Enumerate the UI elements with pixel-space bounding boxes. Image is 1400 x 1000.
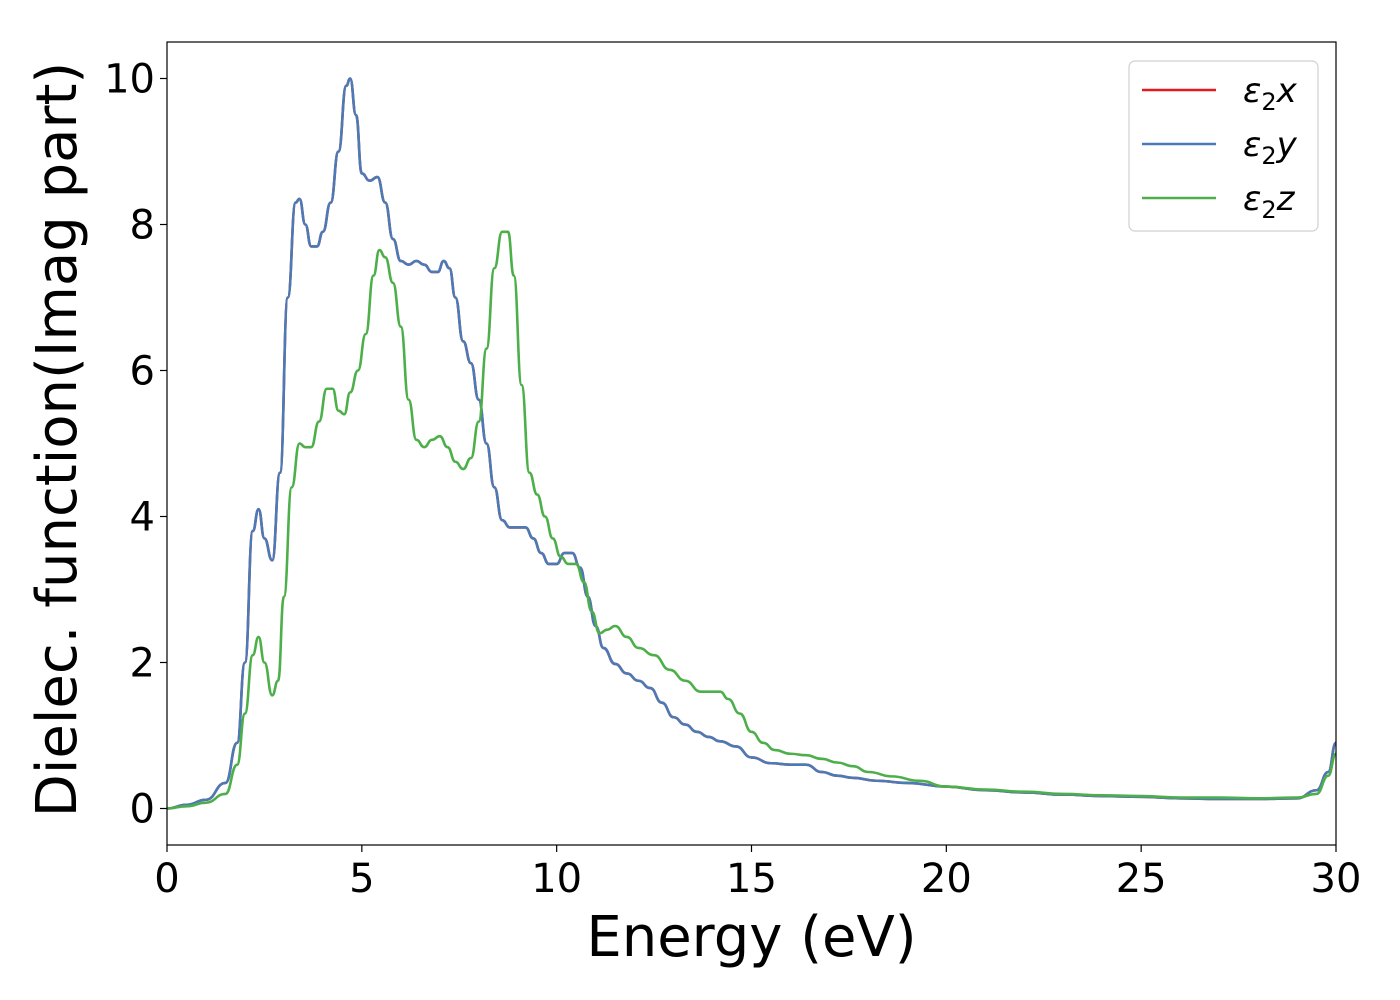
y-tick-label: 0 [130, 787, 155, 833]
legend-label-axis: z [1276, 179, 1296, 219]
legend-label-z: ε2z [1243, 179, 1296, 224]
x-tick-label: 0 [154, 856, 179, 902]
y-tick-label: 4 [130, 495, 155, 541]
x-axis-ticks: 0 5 10 15 20 25 30 [154, 845, 1361, 902]
x-tick-label: 10 [531, 856, 582, 902]
y-axis-ticks: 0 2 4 6 8 10 [104, 57, 167, 833]
legend-label-y: ε2y [1243, 125, 1298, 170]
y-tick-label: 8 [130, 203, 155, 249]
legend-label-subscript: 2 [1261, 88, 1276, 116]
x-axis-label: Energy (eV) [586, 905, 916, 970]
plot-frame [166, 41, 1337, 846]
plot-area [167, 77, 1336, 810]
legend-label-subscript: 2 [1261, 196, 1276, 224]
y-tick-label: 2 [130, 641, 155, 687]
x-tick-label: 15 [726, 856, 777, 902]
series-line-y [167, 77, 1336, 810]
legend-label-base: ε [1243, 71, 1261, 111]
legend-label-subscript: 2 [1261, 142, 1276, 170]
y-tick-label: 6 [130, 349, 155, 395]
y-axis-label: Dielec. function(Imag part) [25, 62, 90, 818]
legend-label-base: ε [1243, 179, 1261, 219]
legend-label-axis: x [1276, 71, 1298, 111]
x-tick-label: 25 [1116, 856, 1167, 902]
legend-label-axis: y [1276, 125, 1298, 165]
series-line-z [167, 230, 1336, 810]
y-tick-label: 10 [104, 57, 155, 103]
legend-label-x: ε2x [1243, 71, 1298, 116]
legend-box [1128, 60, 1319, 232]
x-tick-label: 30 [1311, 856, 1362, 902]
x-tick-label: 5 [349, 856, 374, 902]
legend-label-base: ε [1243, 125, 1261, 165]
x-tick-label: 20 [921, 856, 972, 902]
